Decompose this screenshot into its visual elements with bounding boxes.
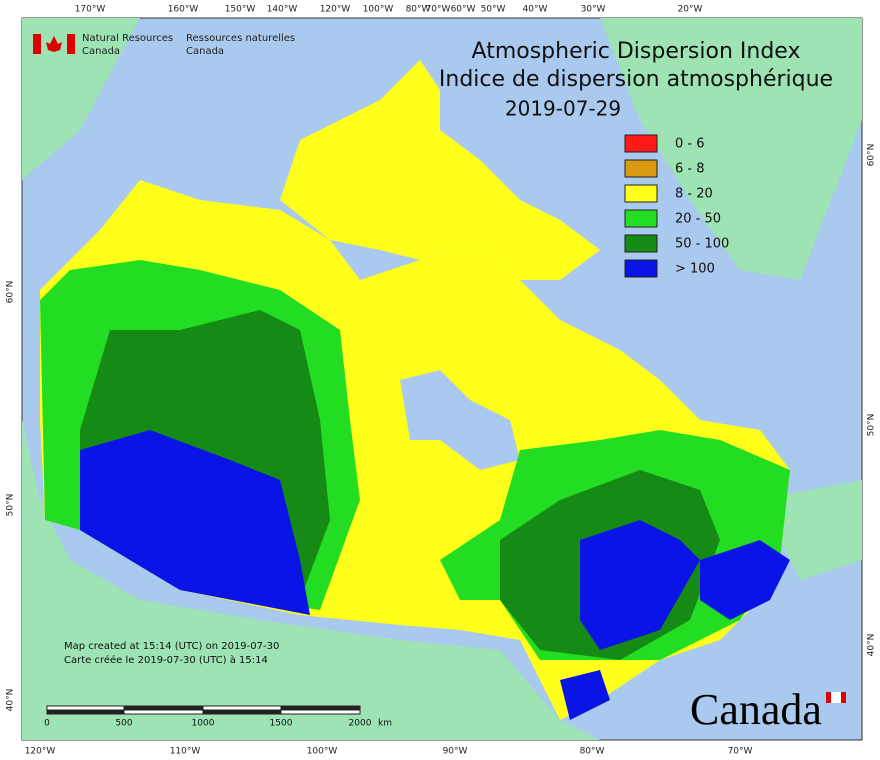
- legend-swatch: [624, 159, 658, 178]
- labels: Natural Resources Canada Ressources nature…: [6, 5, 877, 757]
- graticule-label: 50°W: [481, 5, 506, 15]
- graticule-label: 40°N: [6, 689, 16, 712]
- graticule-label: 60°N: [6, 281, 16, 304]
- legend-label: 0 - 6: [675, 137, 705, 152]
- map-note: Map created at 15:14 (UTC) on 2019-07-30: [64, 641, 279, 652]
- scale-segment: [46, 705, 125, 711]
- scale-label: 500: [115, 719, 132, 729]
- graticule-label: 80°W: [406, 5, 431, 15]
- graticule-label: 30°W: [581, 5, 606, 15]
- scale-segment: [202, 709, 282, 715]
- graticule-label: 120°W: [320, 5, 351, 15]
- scale-label: 1500: [270, 719, 293, 729]
- scale-segment: [123, 705, 204, 711]
- wordmark: Canada: [690, 685, 822, 734]
- graticule-label: 40°N: [867, 634, 877, 657]
- legend-swatch: [624, 209, 658, 228]
- scale-label: 0: [44, 719, 50, 729]
- legend-label: 8 - 20: [675, 187, 713, 202]
- map-title: Atmospheric Dispersion Index: [472, 39, 801, 64]
- legend-swatch: [624, 259, 658, 278]
- graticule-label: 80°W: [580, 747, 605, 757]
- scale-unit: km: [378, 719, 392, 729]
- scale-label: 2000: [349, 719, 372, 729]
- graticule-label: 110°W: [170, 747, 201, 757]
- graticule-label: 50°N: [6, 494, 16, 517]
- map-note: Carte créée le 2019-07-30 (UTC) à 15:14: [64, 654, 268, 666]
- scale-label: 1000: [192, 719, 215, 729]
- graticule-label: 150°W: [225, 5, 256, 15]
- graticule-label: 40°W: [523, 5, 548, 15]
- scale-segment: [46, 709, 125, 715]
- graticule-label: 20°W: [678, 5, 703, 15]
- graticule-label: 120°W: [25, 747, 56, 757]
- map-date: 2019-07-29: [505, 97, 621, 121]
- legend-swatch: [624, 234, 658, 253]
- graticule-label: 90°W: [443, 747, 468, 757]
- agency-name: Canada: [186, 46, 224, 57]
- legend-swatch: [624, 184, 658, 203]
- legend-label: 6 - 8: [675, 162, 705, 177]
- wordmark-flag: [831, 692, 841, 703]
- legend-swatch: [624, 134, 658, 153]
- graticule-label: 100°W: [307, 747, 338, 757]
- graticule-label: 60°W: [451, 5, 476, 15]
- graticule-label: 140°W: [267, 5, 298, 15]
- agency-name: Canada: [82, 46, 120, 57]
- graticule-label: 170°W: [75, 5, 106, 15]
- agency-name: Ressources naturelles: [186, 33, 295, 44]
- graticule-label: 160°W: [168, 5, 199, 15]
- graticule-label: 50°N: [867, 414, 877, 437]
- scale-segment: [280, 705, 361, 711]
- map-title: Indice de dispersion atmosphérique: [439, 67, 833, 92]
- graticule-label: 70°W: [728, 747, 753, 757]
- scale-segment: [202, 705, 282, 711]
- graticule-label: 100°W: [363, 5, 394, 15]
- basemap: [22, 18, 862, 740]
- legend-label: > 100: [675, 262, 715, 277]
- agency-name: Natural Resources: [82, 33, 173, 44]
- graticule-label: 70°W: [426, 5, 451, 15]
- legend-label: 50 - 100: [675, 237, 729, 252]
- agency-logo: [33, 34, 75, 54]
- scale-segment: [123, 709, 204, 715]
- legend-label: 20 - 50: [675, 212, 721, 227]
- scale-segment: [280, 709, 361, 715]
- graticule-label: 60°N: [867, 144, 877, 167]
